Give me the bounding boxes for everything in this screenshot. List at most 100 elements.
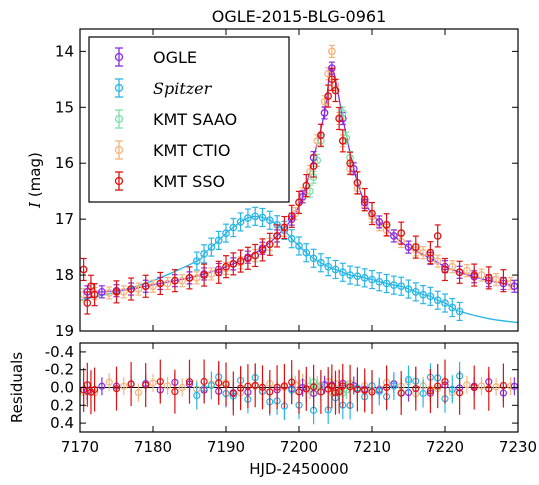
data-point <box>455 307 464 316</box>
legend-marker <box>114 83 124 93</box>
data-point <box>331 86 340 95</box>
residual-point <box>142 381 150 389</box>
data-point <box>368 209 376 218</box>
legend-entry: KMT SSO <box>114 171 225 191</box>
data-point <box>214 268 223 277</box>
y-axis-title-unit: (mag) <box>26 152 44 202</box>
residual-point <box>302 385 310 393</box>
data-point <box>397 229 406 237</box>
residual-point <box>156 378 164 386</box>
data-point <box>119 288 128 296</box>
data-point <box>419 290 427 299</box>
residual-point <box>426 387 434 395</box>
data-point <box>265 216 274 225</box>
data-point <box>320 109 329 117</box>
data-point <box>455 268 464 277</box>
res-y-tick-label: 0.2 <box>50 396 74 414</box>
data-point <box>309 254 318 263</box>
x-axis-title: HJD-2450000 <box>249 460 348 478</box>
data-point <box>287 212 296 221</box>
residual-point <box>295 388 303 396</box>
residual-point <box>244 382 252 390</box>
data-point <box>470 271 479 279</box>
residual-point <box>434 382 442 390</box>
data-point <box>98 288 106 296</box>
data-point <box>338 137 347 145</box>
residual-panel <box>80 359 518 425</box>
data-point <box>90 290 99 299</box>
residual-point <box>485 385 493 393</box>
data-point <box>433 296 442 305</box>
residual-point <box>164 382 172 390</box>
y-tick-label: 17 <box>55 210 74 228</box>
data-point <box>433 232 442 240</box>
y-tick-label: 19 <box>55 322 74 340</box>
residual-point <box>222 380 230 389</box>
data-point <box>251 251 260 260</box>
legend-entry: OGLE <box>114 47 197 67</box>
data-point <box>426 248 435 257</box>
data-point <box>134 285 143 293</box>
data-point <box>258 213 267 222</box>
residual-point <box>310 383 318 391</box>
legend-label: KMT SAAO <box>153 110 237 129</box>
x-tick-label: 7230 <box>499 438 537 456</box>
data-point <box>411 243 420 251</box>
data-point <box>499 276 508 285</box>
y-axis-title-italic: I <box>26 201 44 209</box>
data-point <box>244 214 252 222</box>
legend-entry: KMT SAAO <box>114 109 237 129</box>
residual-point <box>280 382 288 390</box>
residual-axis-title: Residuals <box>8 352 26 423</box>
x-tick-label: 7220 <box>426 438 464 456</box>
legend-marker <box>114 145 124 155</box>
data-point <box>236 257 245 265</box>
legend-entry: KMT CTIO <box>114 140 230 160</box>
data-point <box>441 265 449 274</box>
data-point <box>251 212 260 221</box>
residual-point <box>383 383 391 392</box>
data-point <box>419 248 427 257</box>
data-point <box>375 277 384 286</box>
residual-point <box>258 383 267 391</box>
residual-point <box>237 384 245 392</box>
data-point <box>83 299 92 307</box>
res-y-tick-label: 0.4 <box>50 414 74 432</box>
data-point <box>360 195 369 204</box>
data-point <box>302 181 311 190</box>
residual-point <box>120 382 128 390</box>
data-point <box>258 246 267 254</box>
chart-title: OGLE-2015-BLG-0961 <box>212 7 387 26</box>
data-point <box>156 279 165 288</box>
residual-point <box>149 379 157 387</box>
residual-point <box>353 385 361 394</box>
x-tick-label: 7210 <box>353 438 391 456</box>
residual-point <box>492 383 500 391</box>
data-point <box>265 240 274 249</box>
residual-point <box>112 385 121 393</box>
series-spitzer <box>192 206 464 322</box>
legend-label: OGLE <box>153 48 197 67</box>
data-point <box>309 162 318 170</box>
residual-point <box>80 386 88 394</box>
data-point <box>426 292 435 301</box>
data-point <box>287 234 296 243</box>
axes: 7170 7180 7190 7200 7210 7220 7230 14 15 16 17 18 19… <box>8 7 537 478</box>
data-point <box>207 243 216 251</box>
data-point <box>302 248 311 257</box>
residual-point <box>178 383 186 392</box>
y-tick-label: 15 <box>55 98 74 116</box>
residual-point <box>335 388 343 396</box>
data-point <box>295 198 303 207</box>
residual-point <box>456 389 464 397</box>
data-point <box>295 242 303 250</box>
residual-point <box>339 382 347 390</box>
residual-point <box>90 385 99 394</box>
spitzer-model-curve <box>80 215 518 324</box>
data-point <box>331 265 340 274</box>
residual-point <box>200 377 208 386</box>
data-point <box>463 266 471 275</box>
residual-point <box>477 382 486 390</box>
data-point <box>141 282 150 291</box>
